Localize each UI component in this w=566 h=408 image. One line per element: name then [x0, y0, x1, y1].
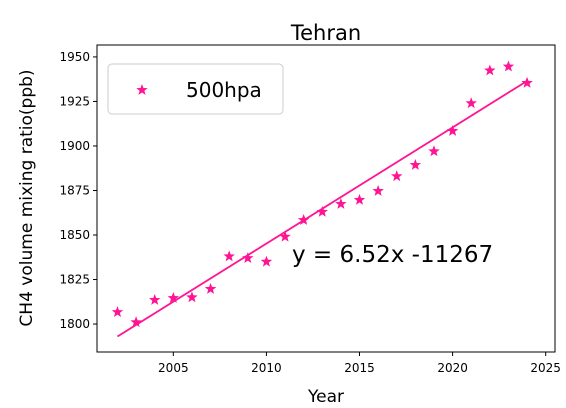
star-marker	[465, 97, 477, 109]
y-tick-label: 1825	[59, 273, 90, 287]
star-marker	[502, 60, 515, 72]
star-marker	[372, 185, 384, 196]
legend-marker	[136, 84, 148, 95]
y-tick-label: 1950	[59, 50, 90, 64]
star-marker	[204, 282, 217, 294]
star-marker	[242, 252, 254, 264]
y-axis-label: CH4 volume mixing ratio(ppb)	[17, 69, 37, 326]
star-marker	[335, 198, 347, 209]
y-tick-label: 1925	[59, 94, 90, 108]
star-marker	[409, 159, 422, 170]
star-marker	[353, 193, 366, 205]
star-marker	[391, 170, 403, 182]
star-marker	[260, 255, 273, 267]
annotation: y = 6.52x -11267	[292, 242, 493, 268]
star-marker	[167, 292, 180, 303]
star-marker	[149, 294, 161, 305]
star-marker	[428, 145, 440, 157]
x-tick-label: 2020	[437, 361, 468, 375]
legend-box	[107, 63, 284, 115]
x-tick-label: 2010	[251, 361, 282, 375]
star-marker	[521, 76, 533, 88]
star-marker	[484, 64, 496, 76]
star-marker	[130, 316, 142, 328]
x-tick-label: 2015	[344, 361, 375, 375]
x-axis-label: Year	[307, 387, 344, 407]
star-marker	[223, 250, 235, 262]
x-tick-label: 2005	[158, 361, 189, 375]
star-marker	[279, 230, 291, 242]
plot-frame	[96, 44, 556, 353]
star-marker	[111, 306, 124, 317]
y-tick-label: 1800	[59, 317, 90, 331]
legend-label: 500hpa	[186, 78, 262, 102]
chart-title: Tehran	[290, 21, 361, 45]
star-marker	[186, 291, 198, 303]
star-marker	[446, 125, 459, 136]
y-tick-label: 1875	[59, 183, 90, 197]
star-marker	[316, 205, 328, 217]
y-tick-label: 1900	[59, 139, 90, 153]
star-marker	[297, 214, 310, 225]
x-tick-label: 2025	[530, 361, 561, 375]
y-tick-label: 1850	[59, 228, 90, 242]
